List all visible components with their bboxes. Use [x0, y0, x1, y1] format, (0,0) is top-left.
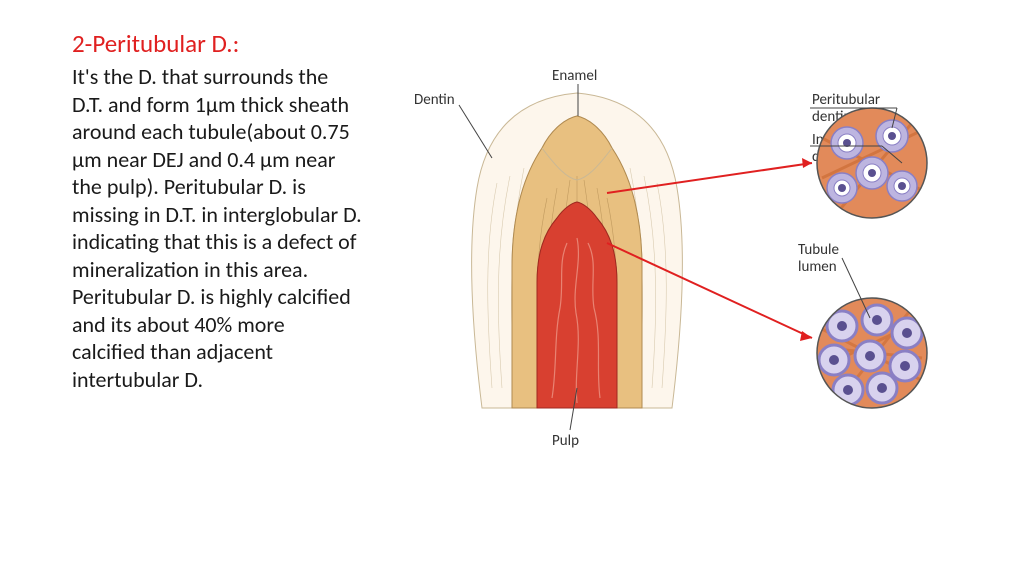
micro-circle-bottom — [817, 258, 927, 408]
micro-circle-top — [810, 108, 927, 218]
tooth-shape — [472, 93, 683, 408]
heading: 2-Peritubular D.: — [72, 28, 362, 59]
figure-column: Enamel Dentin Pulp Peritubular dentin In… — [382, 28, 984, 468]
slide: 2-Peritubular D.: It's the D. that surro… — [0, 0, 1024, 488]
tooth-diagram: Enamel Dentin Pulp Peritubular dentin In… — [382, 68, 942, 468]
text-column: 2-Peritubular D.: It's the D. that surro… — [72, 28, 362, 468]
body-text: It's the D. that surrounds the D.T. and … — [72, 63, 362, 393]
diagram-svg — [382, 68, 942, 468]
